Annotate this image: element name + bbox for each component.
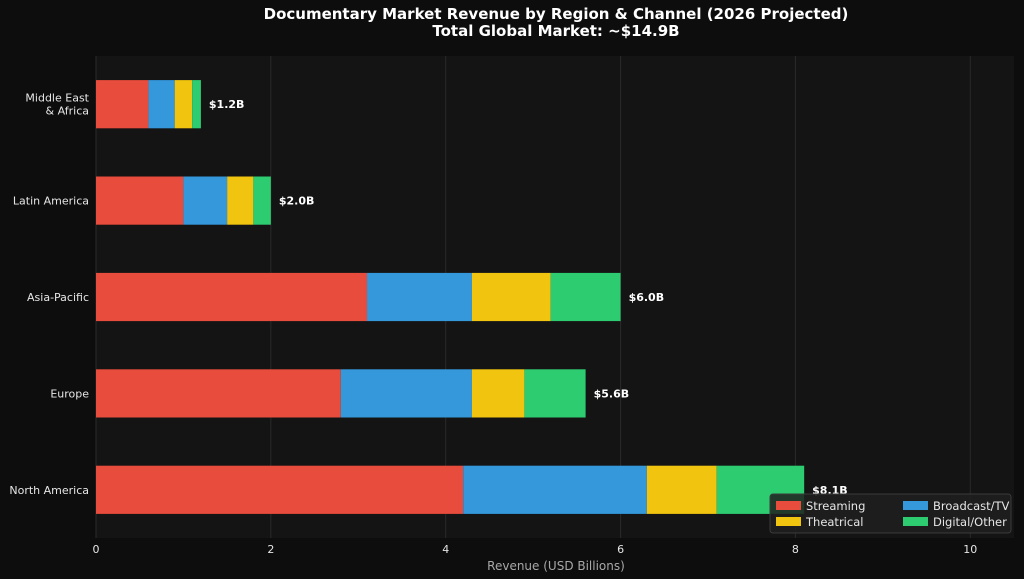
y-tick-label: North America	[9, 484, 89, 497]
bar-segment	[183, 176, 228, 225]
bars	[96, 80, 805, 514]
bar-segment	[524, 369, 586, 418]
bar-segment	[253, 176, 271, 225]
bar-segment	[227, 176, 254, 225]
bar-segment	[96, 465, 464, 514]
legend-label: Streaming	[806, 499, 865, 513]
y-tick-label: Europe	[50, 387, 89, 400]
bar-segment	[148, 80, 175, 129]
bar-segment	[550, 272, 621, 322]
legend-swatch	[903, 517, 928, 526]
bar-segment	[96, 272, 368, 322]
x-axis-label: Revenue (USD Billions)	[487, 559, 625, 573]
bar-segment	[96, 369, 341, 418]
legend-swatch	[776, 501, 801, 510]
bar-segment	[367, 272, 472, 322]
bar-segment	[471, 272, 551, 322]
bar-segment	[192, 80, 201, 129]
legend-label: Theatrical	[805, 515, 863, 529]
x-tick-label: 8	[792, 543, 799, 556]
bar-segment	[471, 369, 525, 418]
legend-box	[769, 493, 1012, 534]
x-tick-label: 4	[442, 543, 449, 556]
chart-title: Documentary Market Revenue by Region & C…	[264, 5, 849, 23]
x-tick-label: 6	[617, 543, 624, 556]
x-tick-labels: 0 2 4 6 8 10	[93, 543, 978, 556]
legend-label: Broadcast/TV	[933, 499, 1010, 513]
y-tick-label: Middle East	[25, 92, 89, 105]
total-label: $1.2B	[209, 98, 245, 111]
y-tick-label: & Africa	[46, 105, 89, 118]
x-tick-label: 10	[963, 543, 977, 556]
total-label: $5.6B	[594, 387, 630, 400]
bar-segment	[340, 369, 472, 418]
y-tick-label: Asia-Pacific	[27, 291, 89, 304]
bar-segment	[96, 80, 149, 129]
legend-swatch	[776, 517, 801, 526]
legend-label: Digital/Other	[933, 515, 1007, 529]
total-label: $6.0B	[629, 291, 665, 304]
legend: Streaming Broadcast/TV Theatrical Digital/O…	[769, 493, 1012, 534]
bar-segment	[646, 465, 717, 514]
x-tick-label: 0	[93, 543, 100, 556]
chart-subtitle: Total Global Market: ~$14.9B	[432, 22, 679, 40]
bar-segment	[463, 465, 647, 514]
bar-segment	[96, 176, 184, 225]
y-tick-label: Latin America	[13, 195, 89, 208]
bar-segment	[174, 80, 193, 129]
legend-swatch	[903, 501, 928, 510]
x-tick-label: 2	[267, 543, 274, 556]
total-label: $2.0B	[279, 195, 315, 208]
y-tick-labels: North America Europe Asia-Pacific Latin Ame…	[9, 92, 89, 497]
